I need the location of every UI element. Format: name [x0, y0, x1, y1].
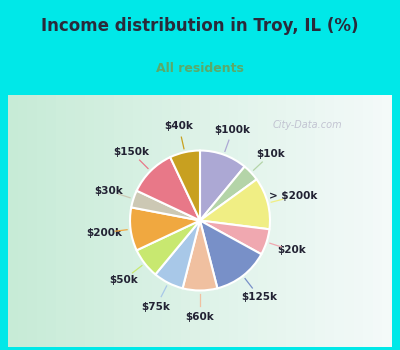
Bar: [171, 94, 181, 346]
Text: Income distribution in Troy, IL (%): Income distribution in Troy, IL (%): [41, 18, 359, 35]
Text: $50k: $50k: [109, 275, 138, 285]
Wedge shape: [182, 220, 218, 290]
Bar: [56, 94, 66, 346]
Bar: [66, 94, 75, 346]
Bar: [238, 94, 248, 346]
Wedge shape: [200, 167, 257, 220]
Bar: [190, 94, 200, 346]
Bar: [104, 94, 114, 346]
Bar: [162, 94, 171, 346]
Bar: [123, 94, 133, 346]
Bar: [267, 94, 277, 346]
Bar: [354, 94, 363, 346]
Bar: [133, 94, 142, 346]
Bar: [75, 94, 85, 346]
Bar: [210, 94, 219, 346]
Bar: [286, 94, 296, 346]
Bar: [373, 94, 382, 346]
Text: $150k: $150k: [114, 147, 150, 157]
Bar: [142, 94, 152, 346]
Bar: [46, 94, 56, 346]
Bar: [85, 94, 94, 346]
Wedge shape: [155, 220, 200, 288]
Bar: [334, 94, 344, 346]
Text: $40k: $40k: [164, 121, 193, 131]
Bar: [37, 94, 46, 346]
Bar: [344, 94, 354, 346]
Text: City-Data.com: City-Data.com: [273, 120, 342, 130]
Bar: [152, 94, 162, 346]
Bar: [200, 94, 210, 346]
Bar: [306, 94, 315, 346]
Text: $60k: $60k: [186, 312, 214, 322]
Wedge shape: [137, 157, 200, 220]
Bar: [315, 94, 325, 346]
Wedge shape: [200, 220, 261, 288]
Wedge shape: [200, 220, 270, 254]
Wedge shape: [137, 220, 200, 274]
Bar: [114, 94, 123, 346]
Bar: [325, 94, 334, 346]
Bar: [296, 94, 306, 346]
Bar: [363, 94, 373, 346]
Bar: [277, 94, 286, 346]
Bar: [8, 94, 18, 346]
Text: > $200k: > $200k: [269, 191, 318, 202]
Wedge shape: [170, 150, 200, 220]
Text: $20k: $20k: [278, 245, 306, 256]
Wedge shape: [200, 150, 245, 220]
Text: $30k: $30k: [94, 186, 122, 196]
Text: $200k: $200k: [86, 228, 122, 238]
Bar: [18, 94, 27, 346]
Bar: [219, 94, 229, 346]
Bar: [258, 94, 267, 346]
Text: $125k: $125k: [241, 292, 277, 302]
Bar: [382, 94, 392, 346]
Wedge shape: [130, 208, 200, 250]
Text: All residents: All residents: [156, 62, 244, 75]
Bar: [27, 94, 37, 346]
Bar: [229, 94, 238, 346]
Wedge shape: [200, 179, 270, 229]
Text: $100k: $100k: [215, 125, 251, 135]
Bar: [94, 94, 104, 346]
Text: $75k: $75k: [142, 302, 170, 312]
Text: $10k: $10k: [256, 149, 285, 159]
Wedge shape: [131, 191, 200, 220]
Bar: [181, 94, 190, 346]
Bar: [248, 94, 258, 346]
